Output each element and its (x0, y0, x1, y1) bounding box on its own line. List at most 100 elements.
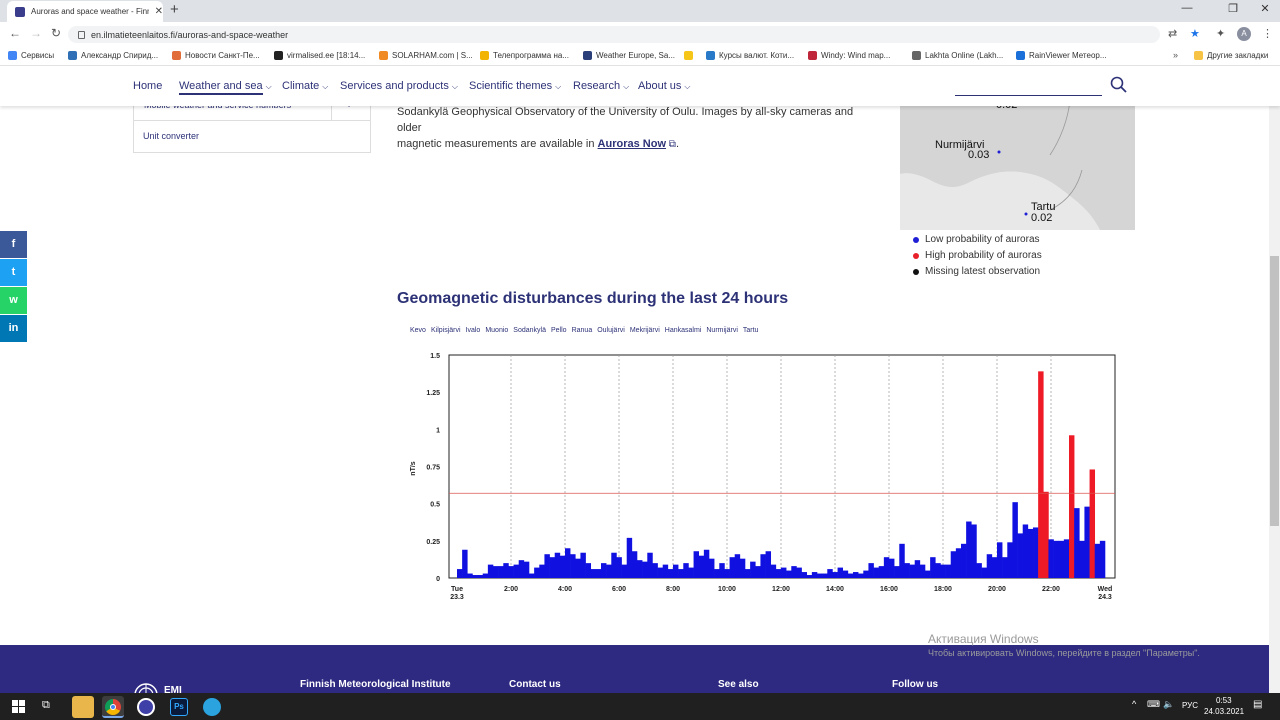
legend-label: Low probability of auroras (925, 234, 1040, 245)
station-link[interactable]: Mekrijärvi (629, 327, 660, 334)
menu-kebab-icon[interactable]: ⋮ (1262, 28, 1273, 40)
task-view-icon[interactable]: ⧉ (42, 699, 50, 711)
bar (873, 567, 880, 578)
nav-climate[interactable]: Climate ⌵ (282, 80, 328, 92)
bar (626, 537, 633, 578)
station-map[interactable]: 0.02 Nurmijärvi 0.03 Tartu 0.02 (900, 100, 1135, 230)
tab-title: Auroras and space weather - Finn (31, 7, 149, 16)
address-bar[interactable]: en.ilmatieteenlaitos.fi/auroras-and-spac… (68, 26, 1160, 43)
bar (1022, 524, 1029, 578)
bar (565, 548, 571, 578)
reload-icon[interactable]: ↻ (51, 26, 62, 40)
bookmark-item[interactable]: Курсы валют. Коти... (706, 51, 794, 60)
station-link[interactable]: Sodankylä (513, 327, 546, 334)
browser-tab[interactable]: Auroras and space weather - Finn ✕ (7, 1, 163, 22)
site-search-input[interactable] (955, 95, 1102, 96)
minimize-button[interactable]: — (1181, 2, 1193, 14)
bookmark-item[interactable]: SOLARHAM.com | S... (379, 51, 473, 60)
bar (667, 569, 674, 578)
lock-icon (78, 30, 85, 39)
station-link[interactable]: Ivalo (465, 327, 481, 334)
bookmark-item[interactable]: Александр Спирид... (68, 51, 158, 60)
clock-date[interactable]: 24.03.2021 (1204, 707, 1245, 716)
tab-close-icon[interactable]: ✕ (154, 6, 163, 17)
tray-chevron-icon[interactable]: ^ (1132, 699, 1137, 709)
bar (796, 567, 802, 578)
telegram-icon[interactable] (203, 698, 221, 716)
forward-arrow-icon[interactable]: → (30, 26, 42, 40)
volume-icon[interactable]: 🔈 (1163, 699, 1175, 709)
linkedin-share-button[interactable]: in (0, 315, 27, 342)
station-link[interactable]: Pello (551, 327, 567, 334)
window-close-button[interactable]: ✕ (1260, 3, 1270, 15)
bar (734, 554, 741, 578)
maximize-button[interactable]: ❐ (1228, 3, 1238, 15)
bar (739, 558, 746, 578)
auroras-now-link[interactable]: Auroras Now (597, 138, 667, 150)
twitter-share-button[interactable]: t (0, 259, 27, 286)
bookmark-item[interactable]: RainViewer Метеор... (1016, 51, 1107, 60)
bar (590, 569, 597, 578)
chrome-icon[interactable] (102, 696, 124, 718)
nav-research[interactable]: Research ⌵ (573, 80, 629, 92)
nav-services-and-products[interactable]: Services and products ⌵ (340, 80, 458, 92)
nav-scientific-themes[interactable]: Scientific themes ⌵ (469, 80, 561, 92)
translate-icon[interactable]: ⇄ (1168, 28, 1178, 40)
windows-start-icon[interactable] (12, 700, 25, 713)
whatsapp-share-button[interactable]: w (0, 287, 27, 314)
extensions-icon[interactable]: ✦ (1216, 28, 1226, 40)
language-indicator[interactable]: РУС (1182, 701, 1199, 710)
notifications-icon[interactable]: ▤ (1253, 699, 1263, 710)
bookmark-item[interactable]: Новости Санкт-Пе... (172, 51, 260, 60)
app-one-icon[interactable] (137, 698, 155, 716)
nav-weather-and-sea[interactable]: Weather and sea ⌵ (179, 80, 272, 95)
paragraph-text: . (675, 138, 679, 150)
sidebar-item-unit-converter[interactable]: Unit converter (143, 131, 200, 141)
bookmarks-more-button[interactable]: » (1173, 50, 1179, 60)
clock-time[interactable]: 0:53 (1216, 696, 1232, 705)
nav-home[interactable]: Home (133, 80, 162, 92)
profile-avatar[interactable]: A (1237, 27, 1251, 41)
bookmark-item[interactable]: virmalised.ee [18:14... (274, 51, 365, 60)
bookmark-star-icon[interactable]: ★ (1190, 28, 1200, 40)
station-link[interactable]: Hankasalmi (664, 327, 702, 334)
station-link[interactable]: Tartu (742, 327, 759, 334)
bar (827, 569, 833, 578)
bookmark-item[interactable]: Сервисы (8, 51, 54, 60)
nav-about-us[interactable]: About us ⌵ (638, 80, 691, 92)
bookmark-favicon-icon (583, 51, 592, 60)
facebook-share-button[interactable]: f (0, 231, 27, 258)
bar (457, 569, 463, 578)
plot-area (448, 354, 1116, 579)
station-link[interactable]: Ranua (571, 327, 593, 334)
scrollbar-thumb[interactable] (1270, 256, 1279, 526)
bookmark-item[interactable]: Windy: Wind map... (808, 51, 890, 60)
back-arrow-icon[interactable]: ← (9, 26, 21, 40)
site-navigation: Home Weather and sea ⌵ Climate ⌵ Services … (0, 66, 1280, 106)
bar (811, 572, 818, 578)
station-link[interactable]: Muonio (485, 327, 509, 334)
tab-strip: Auroras and space weather - Finn ✕ + — ❐… (0, 0, 1280, 22)
station-link[interactable]: Kilpisjärvi (430, 327, 461, 334)
paragraph-line: magnetic measurements are available in A… (397, 136, 877, 153)
bookmark-item[interactable]: Телепрограмма на... (480, 51, 569, 60)
bookmark-favicon-icon (912, 51, 921, 60)
new-tab-button[interactable]: + (170, 1, 179, 18)
station-link[interactable]: Nurmijärvi (706, 327, 738, 334)
network-icon[interactable]: ⌨ (1147, 699, 1160, 709)
bookmark-item[interactable]: Lakhta Online (Lakh... (912, 51, 1003, 60)
station-link[interactable]: Oulujärvi (597, 327, 625, 334)
bar (832, 572, 838, 578)
file-explorer-icon[interactable] (72, 696, 94, 718)
legend-label: Missing latest observation (925, 266, 1041, 277)
bookmark-item[interactable] (684, 51, 697, 60)
bar (1017, 533, 1024, 578)
photoshop-icon[interactable]: Ps (170, 698, 188, 716)
bar (673, 564, 679, 578)
search-icon[interactable] (1110, 76, 1127, 93)
bookmark-item[interactable]: Weather Europe, Sa... (583, 51, 675, 60)
other-bookmarks-folder[interactable]: Другие закладки (1194, 51, 1268, 60)
station-link[interactable]: Kevo (410, 327, 426, 334)
y-tick-label: 0 (436, 576, 440, 583)
chevron-down-icon: ⌵ (555, 82, 562, 91)
